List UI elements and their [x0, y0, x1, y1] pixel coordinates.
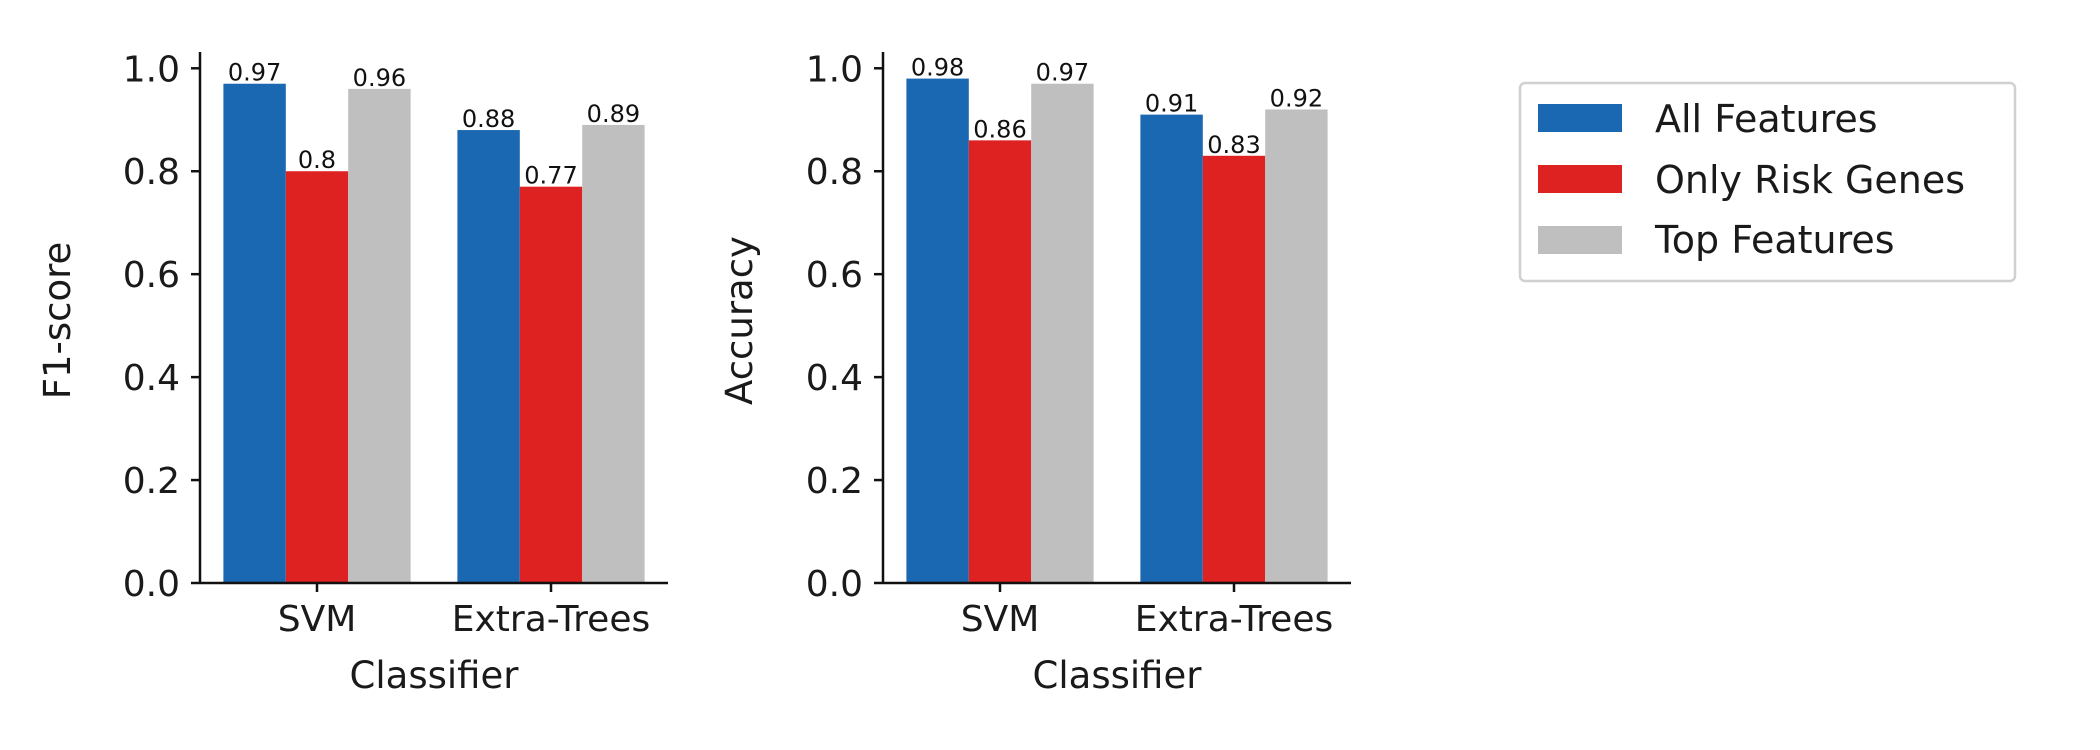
- f1-score-value-label-extra-trees-only-risk-genes: 0.77: [524, 162, 577, 190]
- f1-score-bar-svm-top-features: [348, 88, 411, 583]
- legend-label-top-features: Top Features: [1654, 218, 1895, 262]
- accuracy-panel: 0.98 0.91 0.86 0.83 0.97 0.92 0.0 0.2 0.4 0.6 0.8 1…: [718, 49, 1351, 697]
- f1-score-bar-extra-trees-top-features: [582, 124, 645, 583]
- accuracy-y-tick-label-0-8: 0.8: [806, 152, 863, 193]
- f1-score-y-tick-label-1-0: 1.0: [123, 49, 180, 90]
- accuracy-y-tick-label-0-2: 0.2: [806, 461, 863, 502]
- legend-swatch-only-risk-genes: [1538, 165, 1622, 193]
- f1-score-y-tick-label-0-6: 0.6: [123, 255, 180, 296]
- f1-score-x-tick-label-extra-trees: Extra-Trees: [452, 599, 650, 640]
- f1-score-value-label-svm-only-risk-genes: 0.8: [298, 146, 336, 174]
- accuracy-x-axis-title: Classifier: [1033, 654, 1203, 697]
- accuracy-value-label-extra-trees-all-features: 0.91: [1145, 90, 1198, 118]
- f1-score-value-label-extra-trees-top-features: 0.89: [587, 100, 640, 128]
- f1-score-y-tick-label-0-0: 0.0: [123, 564, 180, 605]
- accuracy-y-tick-label-0-0: 0.0: [806, 564, 863, 605]
- accuracy-bar-svm-all-features: [906, 78, 969, 583]
- legend-swatch-all-features: [1538, 104, 1622, 132]
- accuracy-value-label-extra-trees-top-features: 0.92: [1270, 84, 1323, 112]
- accuracy-y-tick-label-0-4: 0.4: [806, 358, 863, 399]
- legend-frame: [1518, 81, 2017, 283]
- accuracy-bar-svm-top-features: [1031, 83, 1094, 584]
- accuracy-bar-extra-trees-all-features: [1140, 114, 1203, 584]
- accuracy-value-label-svm-top-features: 0.97: [1036, 59, 1089, 87]
- accuracy-value-label-extra-trees-only-risk-genes: 0.83: [1207, 131, 1260, 159]
- accuracy-y-tick-label-1-0: 1.0: [806, 49, 863, 90]
- legend-swatch-top-features: [1538, 226, 1622, 254]
- legend: All Features Only Risk Genes Top Feature…: [1518, 81, 2017, 283]
- f1-score-bar-extra-trees-only-risk-genes: [519, 186, 583, 583]
- f1-score-bar-svm-all-features: [223, 83, 286, 584]
- accuracy-value-label-svm-only-risk-genes: 0.86: [973, 115, 1026, 143]
- accuracy-bar-extra-trees-top-features: [1265, 109, 1328, 583]
- f1-score-bar-svm-only-risk-genes: [285, 171, 349, 584]
- accuracy-bar-svm-only-risk-genes: [968, 140, 1032, 583]
- f1-score-panel: 0.97 0.88 0.8 0.77 0.96 0.89 0.0 0.2 0.4 0.6 0.8 1.…: [36, 49, 668, 697]
- f1-score-bar-extra-trees-all-features: [457, 130, 520, 583]
- accuracy-y-tick-label-0-6: 0.6: [806, 255, 863, 296]
- f1-score-y-tick-label-0-4: 0.4: [123, 358, 180, 399]
- f1-score-y-axis-title: F1-score: [36, 242, 79, 400]
- accuracy-bar-extra-trees-only-risk-genes: [1202, 155, 1266, 584]
- f1-score-x-axis-title: Classifier: [350, 654, 520, 697]
- f1-score-x-tick-label-svm: SVM: [278, 599, 357, 640]
- f1-score-value-label-extra-trees-all-features: 0.88: [462, 105, 515, 133]
- accuracy-x-tick-label-svm: SVM: [961, 599, 1040, 640]
- accuracy-value-label-svm-all-features: 0.98: [911, 54, 964, 82]
- f1-score-y-tick-label-0-8: 0.8: [123, 152, 180, 193]
- accuracy-y-axis-title: Accuracy: [718, 236, 761, 405]
- f1-score-value-label-svm-all-features: 0.97: [228, 59, 281, 87]
- legend-label-all-features: All Features: [1655, 97, 1878, 141]
- legend-label-only-risk-genes: Only Risk Genes: [1655, 158, 1965, 202]
- f1-score-y-tick-label-0-2: 0.2: [123, 461, 180, 502]
- f1-score-value-label-svm-top-features: 0.96: [353, 64, 406, 92]
- accuracy-x-tick-label-extra-trees: Extra-Trees: [1135, 599, 1333, 640]
